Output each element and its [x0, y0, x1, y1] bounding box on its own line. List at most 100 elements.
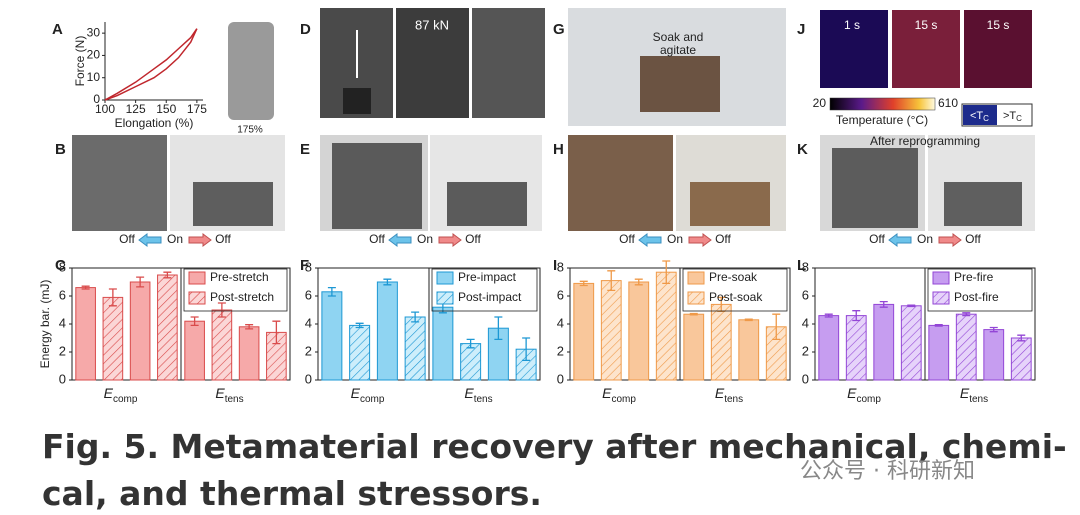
legend-box [183, 268, 288, 312]
legend-swatch [436, 291, 454, 305]
group-label: Etens [960, 385, 988, 405]
force-label: 87 kN [415, 17, 449, 32]
watermark: 公众号 · 科研新知 [800, 459, 975, 484]
error-bar [989, 326, 998, 333]
y-tick-label: 8 [802, 259, 809, 274]
group-symbol: E [104, 385, 114, 401]
switch-label: Off [215, 232, 231, 246]
y-tick-label: 4 [557, 315, 564, 330]
y-tick-label: 8 [557, 259, 564, 274]
state-swatch [963, 105, 997, 125]
bar [157, 274, 178, 381]
arrow [138, 233, 162, 247]
panel-letter: D [300, 21, 311, 38]
switch-label: On [917, 232, 933, 246]
bar [710, 303, 732, 381]
panel-letter: I [553, 257, 557, 274]
x-tick-label: 125 [126, 102, 146, 116]
bar [683, 313, 705, 381]
error-bar [136, 276, 145, 288]
state-label: >TC [1003, 110, 1022, 123]
y-tick-label: 4 [59, 315, 66, 330]
curve [104, 28, 198, 101]
error-bar [689, 312, 698, 316]
bar [845, 315, 867, 381]
group-label: Ecomp [602, 385, 636, 405]
group-label: Etens [715, 385, 743, 405]
photo [343, 88, 371, 114]
error-bar [662, 260, 671, 285]
y-tick-label: 6 [557, 287, 564, 302]
error-bar [383, 278, 392, 286]
error-bar [852, 310, 861, 322]
error-bar [494, 316, 503, 341]
photo [396, 8, 469, 118]
panel-letter: E [300, 141, 310, 158]
error-bar [272, 320, 281, 345]
error-bar [163, 271, 172, 279]
error-bar [824, 313, 833, 318]
y-tick-label: 8 [59, 259, 66, 274]
arrow [638, 233, 662, 247]
image-text: After reprogramming [870, 134, 980, 148]
time-label: 1 s [844, 18, 860, 32]
switch-label: Off [619, 232, 635, 246]
legend-label: Pre-soak [709, 270, 758, 284]
error-bar [327, 286, 336, 297]
photo [944, 182, 1022, 226]
error-bar [411, 311, 420, 323]
image-text: Soak and [653, 30, 704, 44]
error-bar [355, 322, 364, 329]
error-bar [466, 338, 475, 349]
arrow [688, 233, 712, 247]
legend-swatch [687, 271, 705, 285]
arrow [888, 233, 912, 247]
photo [72, 135, 167, 231]
photo [640, 56, 720, 112]
error-bar [607, 270, 616, 292]
group-symbol: E [847, 385, 857, 401]
legend-box [927, 268, 1033, 312]
y-tick-label: 20 [87, 48, 101, 62]
bar [655, 271, 677, 381]
panel-letter: G [553, 21, 565, 38]
y-tick-label: 0 [93, 92, 100, 106]
legend-label: Post-fire [954, 290, 999, 304]
switch-label: Off [465, 232, 481, 246]
legend-box [682, 268, 788, 312]
arrow [188, 233, 212, 247]
y-tick-label: 2 [59, 343, 66, 358]
group-subscript: tens [724, 394, 743, 405]
y-tick-label: 0 [305, 371, 312, 386]
y-tick-label: 30 [87, 25, 101, 39]
switch-label: On [417, 232, 433, 246]
switch-label: Off [119, 232, 135, 246]
error-bar [1017, 334, 1026, 342]
error-bar [772, 313, 781, 341]
y-tick-label: 8 [305, 259, 312, 274]
time-label: 15 s [915, 18, 938, 32]
legend-swatch [188, 271, 206, 285]
photo [964, 10, 1032, 88]
switch-label: Off [369, 232, 385, 246]
photo [193, 182, 273, 226]
group-symbol: E [960, 385, 970, 401]
colorbar-label: Temperature (°C) [836, 113, 928, 127]
legend-box [431, 268, 538, 312]
bar [628, 281, 650, 381]
legend-label: Post-impact [458, 290, 522, 304]
legend-swatch [436, 271, 454, 285]
y-tick-label: 6 [59, 287, 66, 302]
error-bar [245, 324, 254, 330]
panel-letter: B [55, 141, 66, 158]
group-symbol: E [464, 385, 474, 401]
error-bar [962, 312, 971, 317]
legend-label: Post-soak [709, 290, 763, 304]
error-bar [217, 302, 226, 318]
switch-label: On [167, 232, 183, 246]
bar [238, 326, 260, 381]
y-tick-label: 0 [557, 371, 564, 386]
bar [873, 303, 895, 381]
error-bar [579, 280, 588, 287]
group-label: Ecomp [351, 385, 385, 405]
